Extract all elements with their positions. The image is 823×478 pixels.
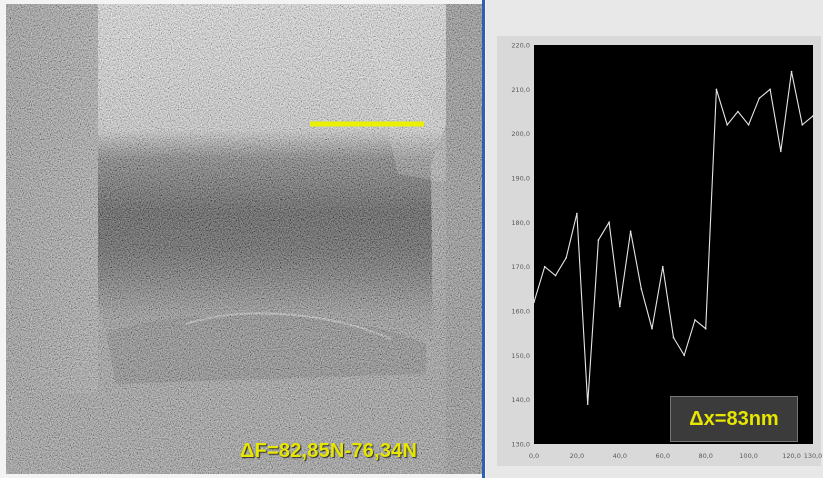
series-point: [629, 230, 632, 232]
panel-divider: [482, 0, 485, 478]
x-tick-label: 120,0: [782, 452, 801, 460]
y-tick-label: 140,0: [511, 396, 530, 404]
x-tick-label: 0,0: [529, 452, 539, 460]
series-point: [640, 288, 643, 290]
series-point: [726, 124, 728, 126]
y-tick-label: 160,0: [511, 308, 530, 316]
series-point: [651, 327, 653, 330]
x-tick-label: 100,0: [739, 452, 758, 460]
series-point: [543, 265, 546, 268]
afm-image: [6, 4, 482, 474]
series-point: [661, 265, 664, 268]
x-axis: 0,0 20,0 40,0 60,0 80,0 100,0 120,0 130,0: [529, 452, 822, 460]
series-point: [576, 212, 578, 215]
x-delta-label: Δx=83nm: [670, 396, 798, 442]
series-point: [737, 110, 739, 113]
y-tick-label: 180,0: [511, 219, 530, 227]
profile-plot: 220,0 210,0 200,0 190,0 180,0 170,0 160,0 150,0…: [497, 36, 822, 466]
x-tick-label: 20,0: [570, 452, 584, 460]
y-tick-label: 190,0: [511, 175, 530, 183]
x-tick-label: 60,0: [656, 452, 670, 460]
series-point: [715, 88, 718, 91]
y-tick-label: 200,0: [511, 130, 530, 138]
force-delta-label: ΔF=82,85N-76,34N: [240, 440, 418, 462]
series-point: [747, 124, 750, 126]
series-point: [565, 257, 567, 259]
x-tick-label: 40,0: [613, 452, 627, 460]
series-point: [704, 327, 707, 330]
afm-image-panel: [6, 4, 482, 474]
series-point: [608, 221, 610, 224]
series-point: [758, 97, 761, 99]
series-point: [683, 354, 686, 357]
y-tick-label: 170,0: [511, 263, 530, 271]
series-point: [801, 124, 804, 126]
series-point: [554, 274, 557, 277]
y-axis: 220,0 210,0 200,0 190,0 180,0 170,0 160,0 150,0…: [511, 42, 530, 449]
series-point: [694, 319, 696, 321]
y-tick-label: 220,0: [511, 42, 530, 50]
plot-area: [534, 45, 813, 444]
y-tick-label: 130,0: [511, 441, 530, 449]
series-point: [790, 70, 793, 73]
y-tick-label: 150,0: [511, 352, 530, 360]
series-point: [672, 336, 675, 339]
series-point: [780, 150, 782, 153]
series-point: [586, 403, 589, 405]
x-tick-label: 130,0: [804, 452, 823, 460]
series-point: [533, 301, 535, 303]
series-point: [769, 88, 771, 91]
y-tick-label: 210,0: [511, 86, 530, 94]
series-point: [812, 115, 814, 117]
x-tick-label: 80,0: [698, 452, 712, 460]
series-point: [619, 305, 621, 308]
series-point: [597, 239, 600, 241]
